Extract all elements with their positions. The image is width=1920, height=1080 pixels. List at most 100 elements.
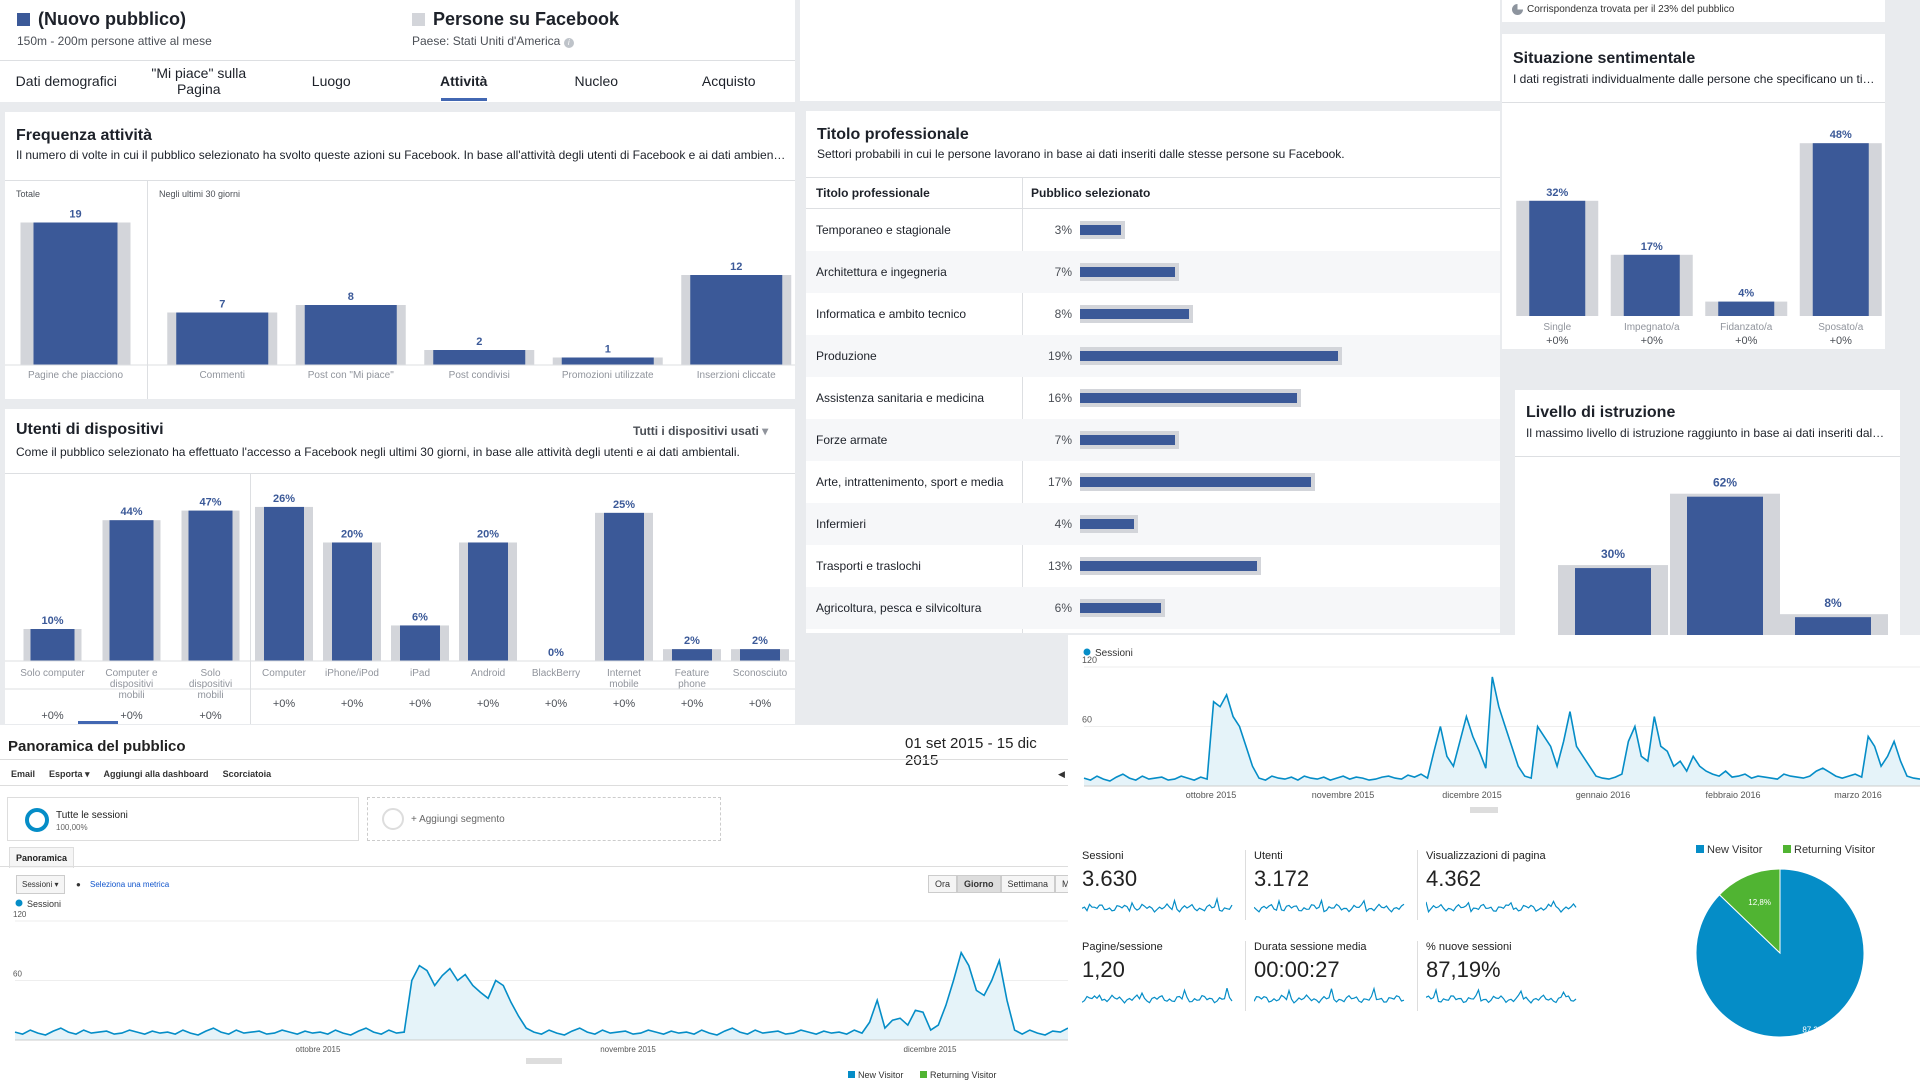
bar-value-label: 20%	[477, 528, 499, 540]
tab-mi-piace-pagina[interactable]: "Mi piace" sulla Pagina	[151, 64, 247, 97]
shortcut-button[interactable]: Scorciatoia	[222, 769, 272, 779]
audience-bar	[1575, 568, 1651, 635]
bar-value-label: 10%	[41, 615, 63, 627]
pie-slice-label: 87,2%	[1802, 1026, 1825, 1035]
metric-card[interactable]: Utenti 3.172	[1253, 850, 1419, 930]
bar-value-label: 17%	[1641, 241, 1663, 253]
email-button[interactable]: Email	[11, 769, 36, 779]
tab-panoramica[interactable]: Panoramica	[9, 847, 75, 868]
series-area	[15, 952, 1068, 1040]
select-metric-link[interactable]: Seleziona una metrica	[90, 880, 170, 889]
job-audience-bar	[1080, 309, 1189, 319]
add-segment-button[interactable]: + Aggiungi segmento	[367, 797, 721, 841]
facebook-title-block: Persone su Facebook Paese: Stati Uniti d…	[412, 9, 619, 48]
segment-circle-icon	[25, 808, 49, 832]
metric-card[interactable]: Visualizzazioni di pagina 4.362	[1425, 850, 1591, 930]
date-range-picker[interactable]: 01 set 2015 - 15 dic 2015	[905, 735, 1037, 769]
bar-value-label: 6%	[412, 611, 428, 623]
vs-dot: ●	[76, 880, 81, 889]
audience-bar	[468, 542, 508, 661]
last-30-days-label: Negli ultimi 30 giorni	[159, 189, 241, 199]
bar-category-label: Promozioni utilizzate	[562, 370, 654, 381]
info-icon[interactable]: i	[563, 38, 574, 48]
metric-sparkline	[1081, 896, 1233, 913]
bar-change-label: +0%	[1735, 335, 1758, 347]
legend-swatch	[920, 1071, 927, 1078]
x-tick-label: ottobre 2015	[296, 1045, 341, 1054]
bar-category-label: iPhone/iPod	[325, 668, 379, 679]
metric-value: 1,20	[1082, 957, 1125, 982]
bar-value-label: 4%	[1738, 288, 1754, 300]
segment-all-sessions[interactable]: Tutte le sessioni 100,00%	[7, 797, 359, 841]
job-audience-bar	[1080, 477, 1311, 487]
bar-value-label: 26%	[273, 493, 295, 505]
granularity-hour[interactable]: Ora	[928, 875, 958, 893]
bar-change-label: +0%	[749, 698, 772, 710]
sessions-chart-small: 60 120 ottobre 2015 novembre 2015 dicembre 2…	[1082, 648, 1920, 813]
facebook-color-swatch	[412, 13, 425, 26]
divider	[806, 208, 1500, 209]
audience-bar	[1529, 200, 1586, 316]
bar-change-label: +0%	[341, 698, 364, 710]
job-audience-bar	[1080, 225, 1121, 235]
collapse-icon[interactable]: ◀	[1058, 769, 1065, 779]
job-audience-bar	[1080, 519, 1135, 529]
bar-category-label: Inserzioni cliccate	[697, 370, 776, 381]
x-tick-label: novembre 2015	[1312, 790, 1375, 800]
metric-card[interactable]: Durata sessione media 00:00:27	[1253, 941, 1419, 1021]
ga-title: Panoramica del pubblico	[8, 738, 186, 755]
job-pct-label: 7%	[1054, 433, 1072, 447]
jobs-col-audience: Pubblico selezionato	[1031, 186, 1151, 200]
chevron-down-icon: ▾	[762, 424, 769, 438]
tab-nucleo[interactable]: Nucleo	[574, 72, 619, 89]
selected-indicator	[78, 721, 118, 724]
divider	[1417, 941, 1418, 1011]
audience-bar	[264, 506, 304, 661]
device-filter-dropdown[interactable]: Tutti i dispositivi usati ▾	[633, 424, 768, 438]
bar-category-label: Solo	[200, 668, 220, 679]
tab-luogo[interactable]: Luogo	[311, 72, 351, 89]
job-title-label: Architettura e ingegneria	[816, 265, 947, 279]
tab-attivita[interactable]: Attività	[398, 61, 531, 101]
audience-tabs: Dati demografici "Mi piace" sulla Pagina…	[0, 60, 795, 101]
relationship-chart: 32% Single +0% 17% Impegnato/a +0% 4% Fidanzato…	[1516, 129, 1882, 347]
job-audience-bar	[1080, 351, 1338, 361]
education-title: Livello di istruzione	[1526, 404, 1676, 421]
tab-acquisto[interactable]: Acquisto	[701, 72, 756, 89]
relationship-panel: Situazione sentimentale I dati registrat…	[1502, 34, 1885, 349]
bar-category-label: Feature	[675, 668, 710, 679]
x-tick-label: novembre 2015	[600, 1045, 656, 1054]
legend-label: Returning Visitor	[930, 1070, 996, 1080]
audience-bar	[1687, 496, 1763, 635]
granularity-week[interactable]: Settimana	[1000, 875, 1056, 893]
divider	[1022, 178, 1023, 633]
bar-value-label: 47%	[199, 497, 221, 509]
bar-category-label: Sposato/a	[1818, 322, 1863, 333]
ga-sessions-panel: 60 120 ottobre 2015 novembre 2015 dicembre 2…	[1068, 635, 1920, 1080]
add-to-dashboard-button[interactable]: Aggiungi alla dashboard	[103, 769, 209, 779]
granularity-month[interactable]: Mese	[1055, 875, 1068, 893]
bar-change-label: +0%	[1830, 335, 1853, 347]
y-tick-label: 60	[1082, 715, 1092, 725]
bar-category-label: Android	[471, 668, 505, 679]
bar-value-label: 12	[730, 261, 742, 273]
audience-bar	[332, 542, 372, 661]
bar-change-label: +0%	[1546, 335, 1569, 347]
bar-category-label: Post condivisi	[449, 370, 510, 381]
tab-dati-demografici[interactable]: Dati demografici	[15, 72, 117, 89]
activity-frequency-panel: Frequenza attività Il numero di volte in…	[5, 112, 795, 399]
export-button[interactable]: Esporta ▾	[49, 769, 90, 779]
metric-card[interactable]: Sessioni 3.630	[1081, 850, 1247, 930]
metric-label: Visualizzazioni di pagina	[1426, 850, 1546, 862]
metric-select[interactable]: Sessioni ▾	[16, 875, 65, 894]
job-audience-bar	[1080, 603, 1162, 613]
job-pct-label: 6%	[1054, 601, 1072, 615]
metric-card[interactable]: % nuove sessioni 87,19%	[1425, 941, 1591, 1021]
divider	[0, 866, 1068, 867]
metric-card[interactable]: Pagine/sessione 1,20	[1081, 941, 1247, 1021]
metric-label: % nuove sessioni	[1426, 941, 1512, 953]
divider	[1515, 456, 1900, 457]
granularity-day[interactable]: Giorno	[957, 875, 1001, 893]
devices-chart: 10%Solo computer+0%44%Computer edisposit…	[5, 493, 795, 722]
table-row: Architettura e ingegneria 7%	[806, 251, 1500, 293]
